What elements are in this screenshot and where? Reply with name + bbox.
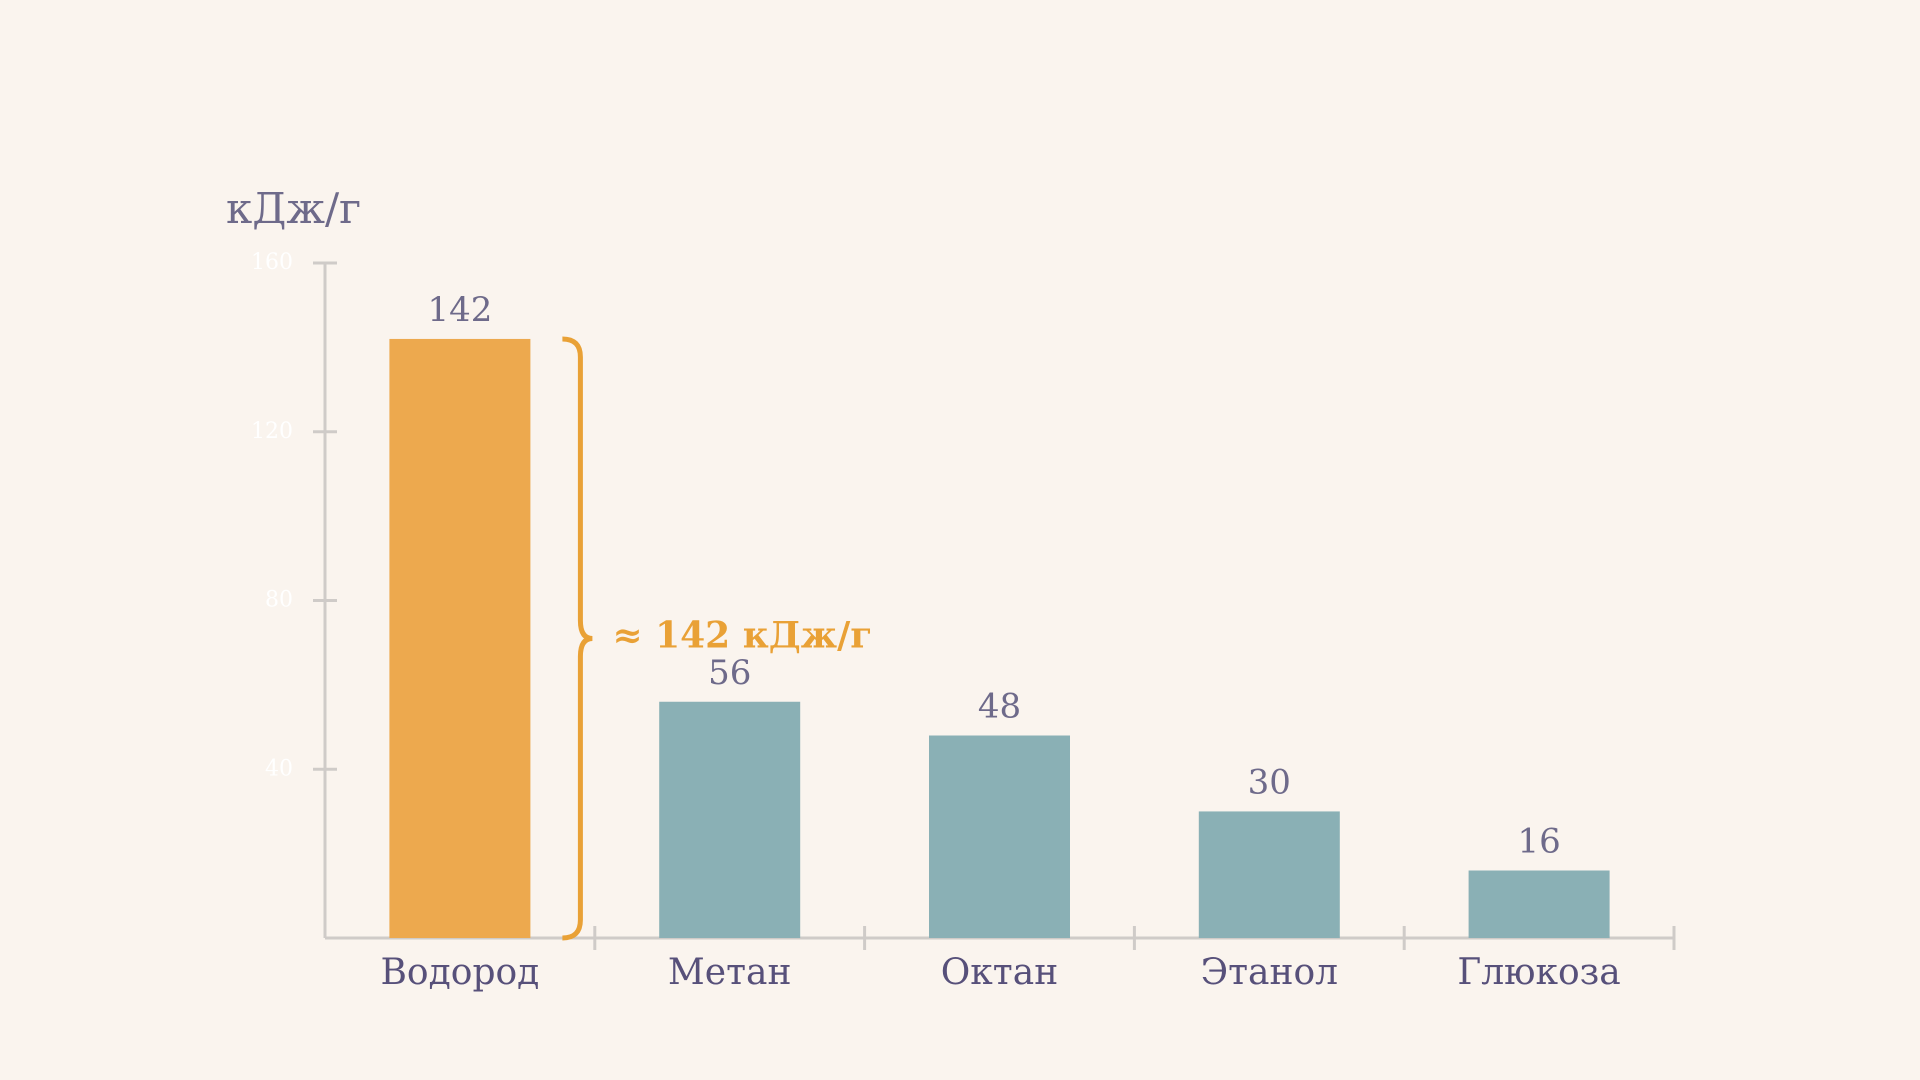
x-tick-label: Октан: [941, 952, 1058, 993]
bar: [389, 338, 531, 938]
x-tick-label: Водород: [380, 952, 539, 993]
x-tick-label: Метан: [668, 952, 792, 993]
value-label: 48: [978, 687, 1021, 727]
y-tick-label: 40: [265, 756, 293, 781]
bar: [929, 735, 1070, 938]
y-axis-label: кДж/г: [226, 184, 361, 233]
brace: [562, 336, 593, 941]
value-label: 30: [1248, 762, 1291, 802]
x-tick-label: Этанол: [1201, 952, 1338, 993]
y-tick-label: 160: [251, 250, 293, 275]
y-tick-label: 80: [265, 588, 293, 613]
bar: [1468, 870, 1610, 938]
bar: [659, 701, 801, 938]
value-label: 142: [427, 290, 492, 330]
annotation: ≈ 142 кДж/г: [612, 614, 872, 656]
value-label: 16: [1517, 822, 1560, 862]
value-label: 56: [708, 653, 751, 693]
y-tick-label: 120: [251, 419, 293, 444]
bar: [1198, 811, 1340, 938]
x-tick-label: Глюкоза: [1457, 952, 1620, 993]
